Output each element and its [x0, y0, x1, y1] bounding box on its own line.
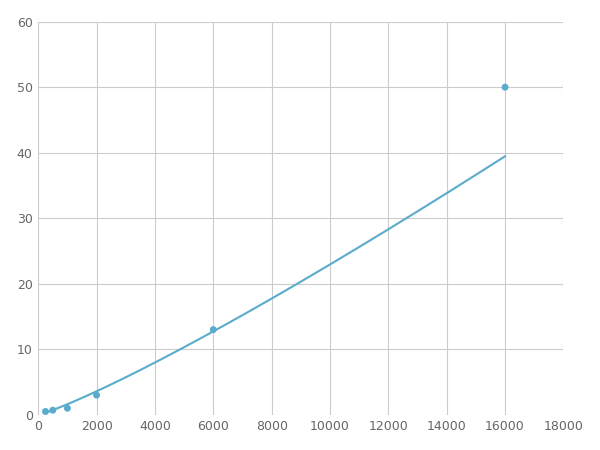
Point — [62, 405, 72, 412]
Point — [500, 84, 510, 91]
Point — [92, 392, 101, 399]
Point — [208, 326, 218, 333]
Point — [41, 408, 50, 415]
Point — [48, 407, 58, 414]
